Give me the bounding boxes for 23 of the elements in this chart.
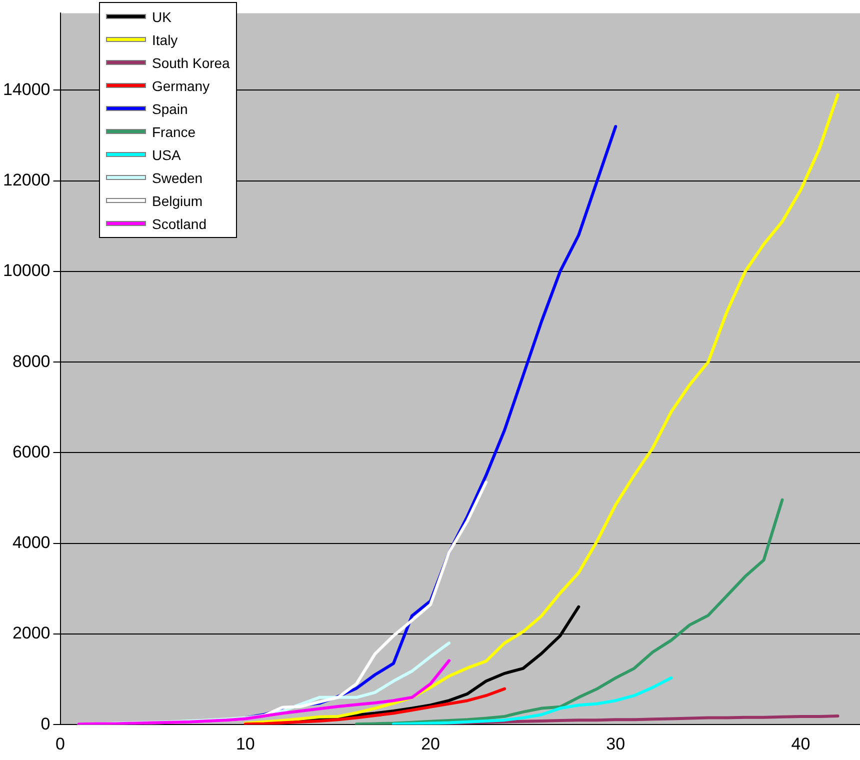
x-tick-label: 20 — [421, 734, 440, 754]
legend-label: UK — [152, 8, 172, 24]
y-tick-label: 4000 — [12, 533, 50, 552]
y-tick-label: 6000 — [12, 442, 50, 462]
x-tick-label: 0 — [56, 734, 66, 754]
y-tick-label: 8000 — [12, 352, 50, 371]
legend-label: South Korea — [152, 54, 230, 70]
legend-label: Belgium — [152, 192, 203, 208]
y-tick-label: 10000 — [2, 261, 50, 280]
legend-label: Spain — [152, 100, 188, 116]
legend-label: USA — [152, 146, 181, 162]
legend-label: Sweden — [152, 170, 203, 186]
x-tick-label: 10 — [236, 734, 255, 754]
legend-label: Germany — [152, 78, 210, 94]
legend-label: Scotland — [152, 216, 206, 232]
legend-label: Italy — [152, 32, 178, 48]
x-tick-label: 40 — [791, 734, 810, 754]
legend-label: France — [152, 124, 196, 140]
y-tick-label: 0 — [40, 714, 50, 734]
y-tick-label: 2000 — [12, 624, 50, 643]
y-tick-label: 12000 — [2, 170, 50, 190]
x-tick-label: 30 — [606, 734, 626, 754]
y-tick-label: 14000 — [2, 80, 50, 99]
